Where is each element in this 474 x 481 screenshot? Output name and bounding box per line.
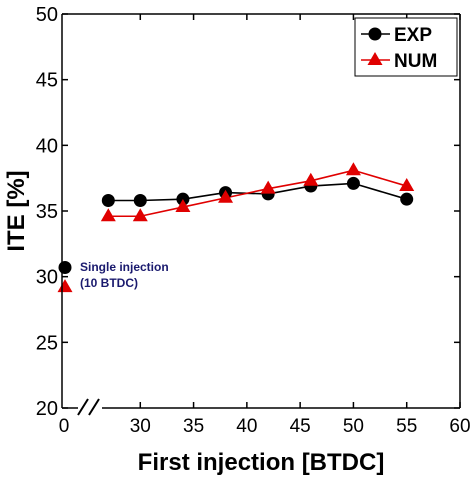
axis-break-gap (78, 404, 102, 412)
data-point-num (218, 189, 234, 203)
data-point-exp (400, 192, 414, 206)
x-tick-label: 60 (449, 416, 470, 437)
x-axis-ticks: 30 35 40 45 50 55 60 (130, 14, 471, 437)
x-tick-label: 35 (183, 416, 204, 437)
data-point-exp (133, 193, 147, 207)
y-tick-label: 45 (36, 70, 58, 92)
legend-marker-num (367, 51, 383, 65)
data-point-exp (101, 193, 115, 207)
legend-box (354, 17, 458, 77)
axes-frame (61, 13, 461, 409)
x-axis-label: First injection [BTDC] (138, 449, 385, 476)
single-injection-group: Single injection (10 BTDC) (57, 260, 169, 293)
y-axis-label: ITE [%] (3, 170, 30, 251)
y-tick-label: 35 (36, 201, 58, 223)
y-tick-label: 25 (36, 332, 58, 354)
y-tick-label: 30 (36, 267, 58, 289)
series-lines (108, 169, 407, 218)
data-point-exp (346, 176, 360, 190)
plot-background (62, 14, 460, 408)
data-point-num (100, 208, 116, 222)
x-tick-label: 45 (290, 416, 311, 437)
data-point-num (175, 199, 191, 212)
x-tick-label: 55 (396, 416, 417, 437)
legend-marker-exp (368, 27, 382, 41)
legend-label-exp: EXP (394, 25, 432, 46)
series-line-num (108, 169, 407, 218)
y-tick-label: 50 (36, 4, 58, 26)
single-injection-label-line2: (10 BTDC) (80, 276, 138, 290)
series-markers (100, 162, 415, 222)
single-injection-label-line1: Single injection (80, 260, 169, 274)
axis-break-slash (88, 398, 100, 416)
legend: EXP NUM (354, 17, 458, 77)
y-tick-label: 20 (36, 398, 58, 420)
single-injection-exp-point (58, 260, 72, 274)
x-axis-origin-label: 0 (59, 416, 70, 437)
y-axis-ticks: 20 25 30 35 40 45 50 (36, 4, 460, 420)
data-point-num (260, 180, 276, 194)
data-point-num (132, 208, 148, 222)
data-point-num (303, 172, 319, 186)
axis-break-mark (77, 398, 102, 416)
y-tick-label: 40 (36, 135, 58, 157)
x-tick-label: 50 (343, 416, 364, 437)
data-point-num (399, 177, 415, 191)
x-tick-label: 30 (130, 416, 151, 437)
axis-break-slash (77, 398, 89, 416)
legend-label-num: NUM (394, 51, 437, 72)
data-point-num (345, 162, 361, 176)
x-tick-label: 40 (236, 416, 257, 437)
